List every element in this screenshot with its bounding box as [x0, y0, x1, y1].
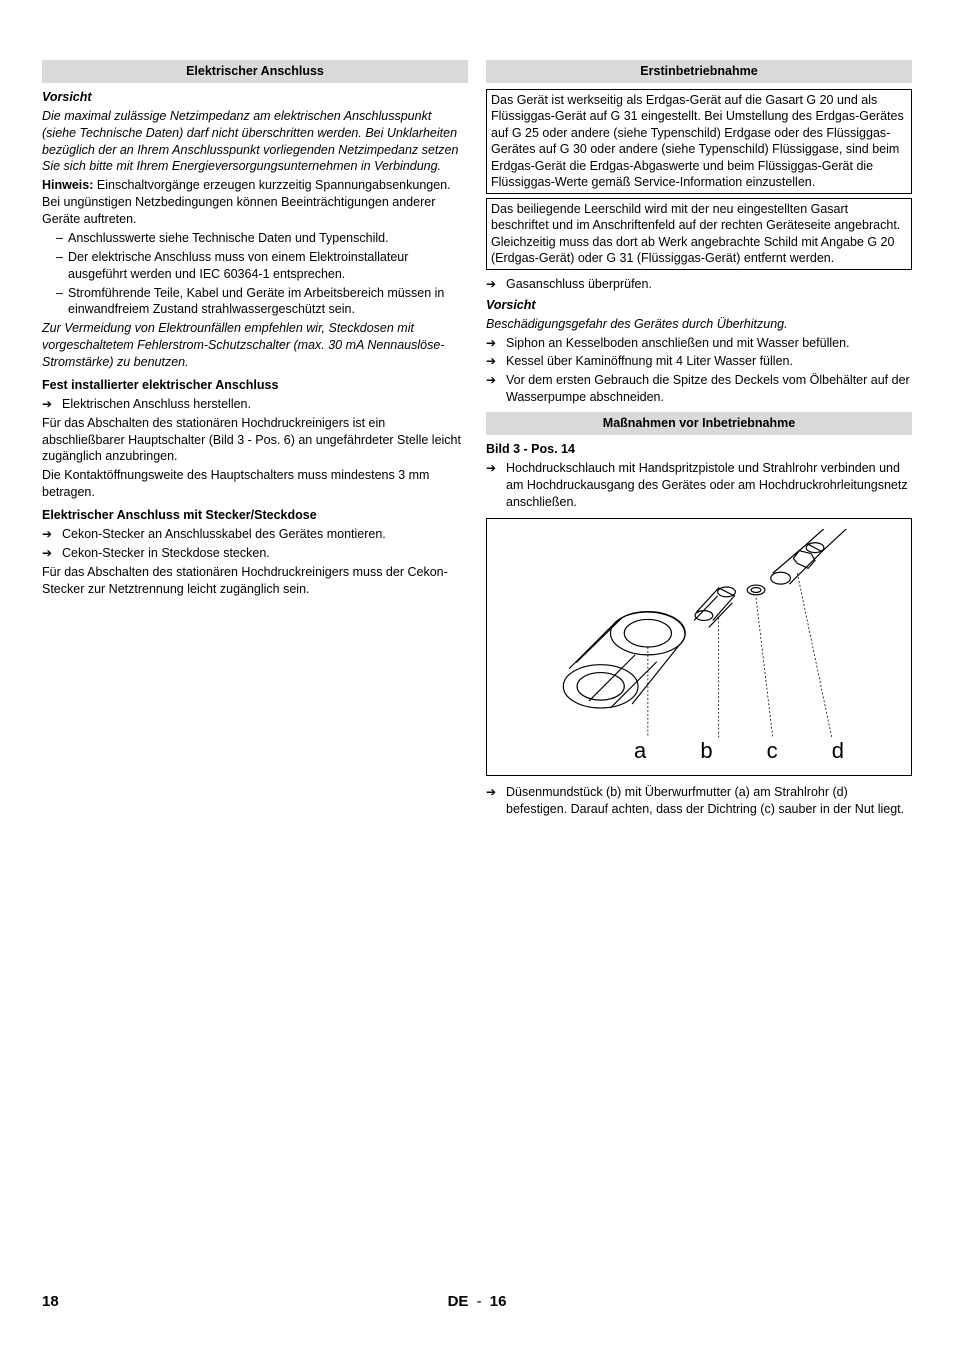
info-box-2: Das beiliegende Leerschild wird mit der …	[486, 198, 912, 270]
vorsicht-right: Vorsicht	[486, 297, 912, 314]
subheading-stecker: Elektrischer Anschluss mit Stecker/Steck…	[42, 507, 468, 524]
page-footer: 18 DE - 16	[0, 1292, 954, 1312]
arrow-item: Gasanschluss überprüfen.	[486, 276, 912, 293]
hinweis-paragraph: Hinweis: Einschaltvorgänge erzeugen kurz…	[42, 177, 468, 228]
subheading-bild3: Bild 3 - Pos. 14	[486, 441, 912, 458]
dash-item: Anschlusswerte siehe Technische Daten un…	[56, 230, 468, 247]
heading-massnahmen: Maßnahmen vor Inbetriebnahme	[486, 412, 912, 435]
dash-item: Stromführende Teile, Kabel und Geräte im…	[56, 285, 468, 319]
vorsicht-left: Vorsicht	[42, 89, 468, 106]
fig-label-d: d	[832, 736, 844, 766]
hinweis-label: Hinweis:	[42, 178, 93, 192]
arrow-item: Elektrischen Anschluss herstellen.	[42, 396, 468, 413]
arrow-item: Siphon an Kesselboden anschließen und mi…	[486, 335, 912, 352]
right-column: Erstinbetriebnahme Das Gerät ist werksei…	[486, 60, 912, 820]
dash-item: Der elektrische Anschluss muss von einem…	[56, 249, 468, 283]
fig-label-b: b	[700, 736, 712, 766]
nozzle-diagram-svg	[497, 529, 901, 765]
left-column: Elektrischer Anschluss Vorsicht Die maxi…	[42, 60, 468, 820]
arrow-list-fest: Elektrischen Anschluss herstellen.	[42, 396, 468, 413]
footer-center: DE - 16	[448, 1292, 507, 1312]
fest-p2: Die Kontaktöffnungsweite des Hauptschalt…	[42, 467, 468, 501]
vorsicht-left-text: Die maximal zulässige Netzimpedanz am el…	[42, 108, 468, 176]
arrow-item: Cekon-Stecker in Steckdose stecken.	[42, 545, 468, 562]
arrow-list-duesen: Düsenmundstück (b) mit Überwurfmutter (a…	[486, 784, 912, 818]
vorsicht-right-text: Beschädigungsgefahr des Gerätes durch Üb…	[486, 316, 912, 333]
hinweis-text: Einschaltvorgänge erzeugen kurzzeitig Sp…	[42, 178, 451, 226]
footer-page-num: 16	[490, 1293, 507, 1310]
dash-list-left: Anschlusswerte siehe Technische Daten un…	[42, 230, 468, 318]
figure-labels: a b c d	[487, 736, 911, 766]
footer-sep: -	[477, 1293, 482, 1310]
arrow-item: Düsenmundstück (b) mit Überwurfmutter (a…	[486, 784, 912, 818]
footer-lang: DE	[448, 1293, 469, 1310]
arrow-list-stecker: Cekon-Stecker an Anschlusskabel des Gerä…	[42, 526, 468, 562]
heading-elektrischer: Elektrischer Anschluss	[42, 60, 468, 83]
heading-erstinbetriebnahme: Erstinbetriebnahme	[486, 60, 912, 83]
footer-page-left: 18	[42, 1292, 59, 1312]
arrow-list-bild3: Hochdruckschlauch mit Handspritzpistole …	[486, 460, 912, 511]
recommendation-text: Zur Vermeidung von Elektrounfällen empfe…	[42, 320, 468, 371]
info-box-1: Das Gerät ist werkseitig als Erdgas-Gerä…	[486, 89, 912, 194]
arrow-list-vorsicht: Siphon an Kesselboden anschließen und mi…	[486, 335, 912, 407]
arrow-item: Vor dem ersten Gebrauch die Spitze des D…	[486, 372, 912, 406]
content-columns: Elektrischer Anschluss Vorsicht Die maxi…	[42, 60, 912, 820]
nozzle-figure: a b c d	[486, 518, 912, 776]
fig-label-c: c	[767, 736, 778, 766]
subheading-fest: Fest installierter elektrischer Anschlus…	[42, 377, 468, 394]
arrow-item: Hochdruckschlauch mit Handspritzpistole …	[486, 460, 912, 511]
arrow-item: Kessel über Kaminöffnung mit 4 Liter Was…	[486, 353, 912, 370]
fest-p1: Für das Abschalten des stationären Hochd…	[42, 415, 468, 466]
stecker-p: Für das Abschalten des stationären Hochd…	[42, 564, 468, 598]
fig-label-a: a	[634, 736, 646, 766]
arrow-item: Cekon-Stecker an Anschlusskabel des Gerä…	[42, 526, 468, 543]
arrow-list-gas: Gasanschluss überprüfen.	[486, 276, 912, 293]
